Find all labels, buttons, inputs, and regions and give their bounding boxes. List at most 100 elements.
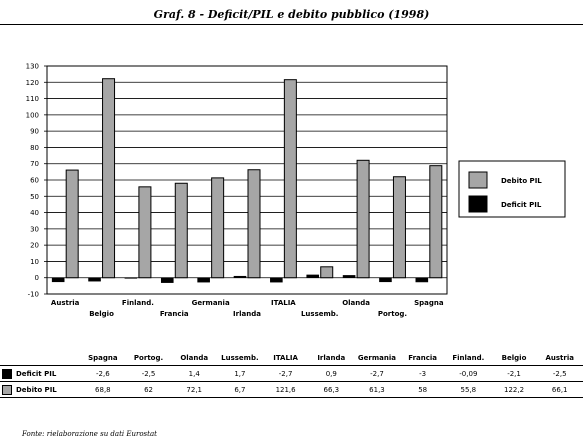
x-category-label: Francia [160, 310, 189, 318]
table-row-label-text: Debito PIL [16, 385, 57, 394]
x-category-label: Belgio [89, 310, 114, 318]
bar-debt [320, 266, 334, 279]
table-column-header: Belgio [501, 353, 527, 362]
table-cell: -2,5 [141, 369, 156, 378]
data-table: Spagna Portog. Olanda Lussemb. ITALIA Irlanda… [0, 350, 583, 398]
y-tick-label: 60 [30, 177, 39, 185]
bar-debt [283, 79, 297, 279]
table-corner [0, 350, 80, 366]
y-tick-label: 50 [30, 193, 39, 201]
table-cell: -2,7 [370, 369, 384, 378]
y-tick-label: 30 [30, 225, 39, 233]
table-cell: 1,4 [188, 369, 200, 378]
y-tick-label: 130 [26, 63, 39, 71]
table-column-header: ITALIA [273, 353, 298, 362]
table-cell: 1,7 [234, 369, 246, 378]
bar-debt [356, 159, 370, 279]
table-cell: -2,1 [507, 369, 521, 378]
legend-label: Debito PIL [501, 177, 542, 185]
table-cell: 0,9 [325, 369, 337, 378]
bar-deficit [124, 277, 138, 279]
table-column-header: Germania [357, 353, 396, 362]
bar-debt [211, 177, 225, 279]
table-row-label: Deficit PIL [0, 366, 80, 382]
x-category-label: Olanda [342, 299, 370, 307]
bar-debt [138, 186, 152, 279]
y-tick-label: 40 [30, 209, 39, 217]
bar-deficit [415, 277, 429, 283]
table-row: Debito PIL 68,8 62 72,1 6,7 121,6 66,3 61,3 58 55… [0, 381, 583, 398]
table-column-header: Francia [408, 353, 438, 362]
y-tick-label: 20 [30, 242, 39, 250]
table-cell: 6,7 [234, 385, 246, 394]
chart-title: Graf. 8 - Deficit/PIL e debito pubblico … [153, 8, 430, 21]
table-row: Deficit PIL -2,6 -2,5 1,4 1,7 -2,7 0,9 -2,7 -3 -0… [0, 365, 583, 382]
table-row-label-text: Deficit PIL [16, 369, 57, 378]
x-category-label: Austria [51, 299, 80, 307]
bar-deficit [233, 275, 247, 279]
table-column-header: Portog. [133, 353, 164, 362]
bar-deficit [197, 277, 210, 283]
bar-deficit [270, 277, 283, 283]
y-tick-label: 10 [30, 258, 39, 266]
bar-deficit [88, 277, 101, 282]
title-rule [0, 24, 583, 25]
bar-deficit [379, 277, 392, 283]
table-cell: -3 [419, 369, 427, 378]
legend-label: Deficit PIL [501, 201, 542, 209]
table-cell: 72,1 [186, 385, 203, 394]
bar-deficit [160, 277, 174, 283]
legend-swatch [468, 171, 488, 189]
table-cell: 121,6 [275, 385, 296, 394]
bar-debt [174, 182, 188, 279]
table-column-header: Olanda [180, 353, 209, 362]
table-cell: -2,5 [552, 369, 567, 378]
table-cell: 62 [144, 385, 153, 394]
table-header-row: Spagna Portog. Olanda Lussemb. ITALIA Irlanda… [0, 350, 583, 366]
table-cell: 55,8 [460, 385, 477, 394]
bar-debt [65, 169, 79, 279]
table-cell: 66,1 [551, 385, 568, 394]
bar-deficit [306, 274, 320, 279]
x-category-label: Portog. [378, 310, 407, 318]
x-category-label: Finland. [122, 299, 154, 307]
y-tick-label: 90 [30, 128, 39, 136]
y-tick-label: 0 [35, 274, 39, 282]
x-category-label: Irlanda [233, 310, 261, 318]
table-row-label: Debito PIL [0, 382, 80, 398]
table-cell: -0,09 [459, 369, 478, 378]
bar-debt [102, 78, 116, 279]
bar-deficit [51, 277, 65, 283]
table-cell: 61,3 [369, 385, 385, 394]
table-cell: 58 [418, 385, 428, 394]
table-legend-swatch [2, 368, 12, 379]
x-category-label: ITALIA [271, 299, 296, 307]
table-column-header: Lussemb. [221, 353, 259, 362]
table-legend-swatch [2, 384, 12, 395]
table-cell: -2,7 [278, 369, 293, 378]
table-column-header: Austria [545, 353, 574, 362]
table-cell: -2,6 [96, 369, 110, 378]
legend-swatch [468, 195, 488, 213]
y-tick-label: 100 [26, 111, 39, 119]
bar-debt [429, 165, 443, 279]
table-cell: 68,8 [95, 385, 111, 394]
source-note: Fonte: rielaborazione su dati Eurostat [22, 430, 157, 438]
x-category-label: Spagna [414, 299, 444, 307]
table-cell: 122,2 [504, 385, 525, 394]
bar-debt [247, 169, 261, 279]
y-tick-label: 120 [26, 79, 39, 87]
table-cell: 66,3 [323, 385, 340, 394]
x-category-label: Germania [192, 299, 230, 307]
y-tick-label: -10 [28, 291, 39, 299]
table-column-header: Spagna [88, 353, 118, 362]
bar-debt [392, 176, 406, 279]
y-tick-label: 80 [30, 144, 39, 152]
x-category-label: Lussemb. [301, 310, 339, 318]
bar-deficit [342, 275, 356, 279]
bar-chart: -10 0 10 20 30 40 50 60 70 80 90 100 110 120 130 Austri… [26, 63, 566, 318]
y-tick-label: 110 [26, 95, 39, 103]
y-tick-label: 70 [30, 160, 39, 168]
table-column-header: Irlanda [317, 353, 346, 362]
table-column-header: Finland. [452, 353, 485, 362]
